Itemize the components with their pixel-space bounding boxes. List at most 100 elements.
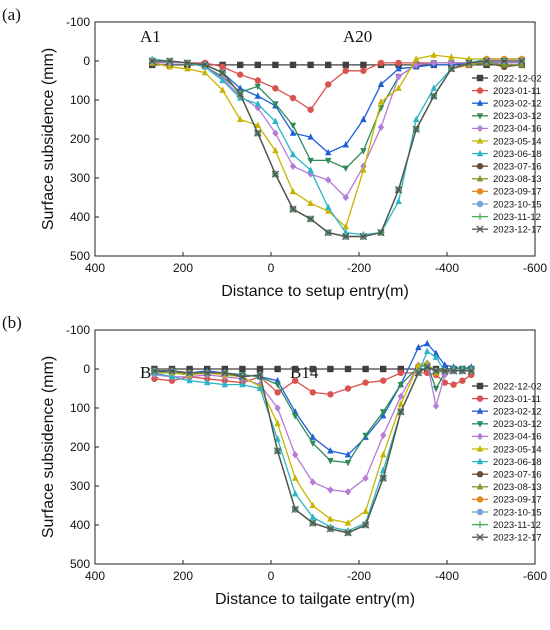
series-line (154, 362, 472, 524)
data-point (377, 228, 385, 237)
data-point (342, 141, 349, 148)
x-tick-label: -600 (523, 261, 547, 275)
data-point (377, 80, 385, 87)
data-point (476, 395, 484, 402)
data-point (272, 85, 279, 92)
series-line (152, 58, 522, 238)
y-tick-label: 200 (70, 440, 90, 454)
data-point (344, 529, 352, 537)
legend-entry: 2023-02-12 (472, 407, 542, 418)
data-point (377, 59, 385, 67)
y-tick-label: -100 (66, 323, 90, 337)
y-tick-label: 500 (70, 557, 90, 571)
data-point (397, 400, 404, 407)
data-point (459, 377, 466, 384)
data-point (424, 347, 431, 355)
legend-label: 2023-11-12 (493, 520, 541, 531)
data-point (307, 199, 314, 206)
series-line (154, 350, 472, 532)
data-point (254, 100, 261, 107)
data-point (476, 124, 484, 133)
data-point (184, 65, 191, 72)
data-point (274, 435, 281, 442)
chart-panel-b: (b) B1 B14 -100 0 100 200 300 400 500 400 200 0 -2… (0, 308, 550, 608)
data-point (148, 57, 156, 65)
data-point (326, 525, 335, 533)
series-2023-02-12 (151, 339, 475, 458)
point-label-right: A20 (343, 27, 372, 46)
legend-label: 2023-09-17 (493, 495, 542, 506)
data-point (218, 69, 227, 77)
legend-label: 2023-04-16 (493, 124, 542, 135)
data-point (441, 367, 449, 375)
data-point (362, 379, 369, 386)
legend-entry: 2023-04-16 (472, 432, 542, 443)
series-line (154, 342, 472, 456)
data-point (254, 83, 261, 91)
x-axis-label: Distance to tailgate entry(m) (215, 591, 415, 608)
data-point (274, 382, 281, 389)
data-point (309, 513, 316, 520)
data-point (325, 61, 332, 69)
data-point (309, 389, 316, 396)
data-point (424, 339, 431, 347)
legend-entry: 2022-12-02 (472, 381, 542, 392)
data-point (271, 170, 280, 178)
x-tick-label: 400 (85, 261, 105, 275)
data-point (325, 148, 332, 156)
y-tick-label: 500 (70, 249, 90, 263)
data-point (395, 197, 402, 204)
legend-entry: 2023-11-12 (472, 212, 541, 223)
data-point (272, 101, 279, 108)
data-point (151, 375, 158, 382)
data-point (342, 222, 349, 230)
legend-label: 2023-02-12 (493, 407, 542, 418)
data-point (289, 162, 297, 170)
y-axis-label: Surface subsidence (mm) (40, 356, 57, 538)
data-point (291, 505, 299, 514)
legend-entry: 2023-01-11 (472, 86, 541, 97)
data-point (362, 432, 369, 440)
data-point (413, 61, 420, 69)
data-point (203, 369, 211, 377)
data-point (342, 67, 349, 74)
legend-label: 2023-01-11 (493, 394, 541, 405)
data-point (476, 200, 484, 208)
legend-entry: 2023-10-15 (472, 199, 542, 210)
data-point (219, 76, 226, 84)
data-point (342, 165, 349, 173)
data-point (476, 445, 484, 452)
data-point (476, 113, 484, 120)
data-point (201, 61, 209, 69)
data-point (476, 225, 484, 233)
y-tick-label: 300 (70, 171, 90, 185)
data-point (292, 451, 299, 459)
legend-entry: 2023-09-17 (472, 495, 542, 506)
data-point (414, 369, 423, 377)
data-point (309, 519, 317, 527)
legend-label: 2023-01-11 (493, 86, 541, 97)
data-point (476, 99, 484, 106)
data-point (501, 61, 508, 68)
data-point (465, 55, 473, 62)
data-point (500, 57, 508, 65)
data-point (254, 92, 261, 99)
data-point (361, 521, 370, 529)
panel-tag: (b) (2, 313, 22, 332)
data-point (342, 228, 349, 236)
legend-label: 2023-10-15 (493, 199, 542, 210)
data-point (204, 378, 211, 386)
y-tick-label: 400 (70, 518, 90, 532)
y-tick-label: 200 (70, 132, 90, 146)
panel-tag: (a) (2, 5, 21, 24)
data-point (274, 365, 281, 373)
legend-label: 2023-11-12 (493, 212, 541, 223)
point-label-left: A1 (140, 27, 161, 46)
data-point (186, 376, 193, 384)
legend-entry: 2023-06-18 (472, 457, 542, 468)
data-point (423, 363, 431, 371)
data-point (236, 90, 244, 98)
data-point (415, 361, 422, 368)
data-point (430, 92, 438, 100)
legend-label: 2023-12-17 (493, 533, 542, 544)
